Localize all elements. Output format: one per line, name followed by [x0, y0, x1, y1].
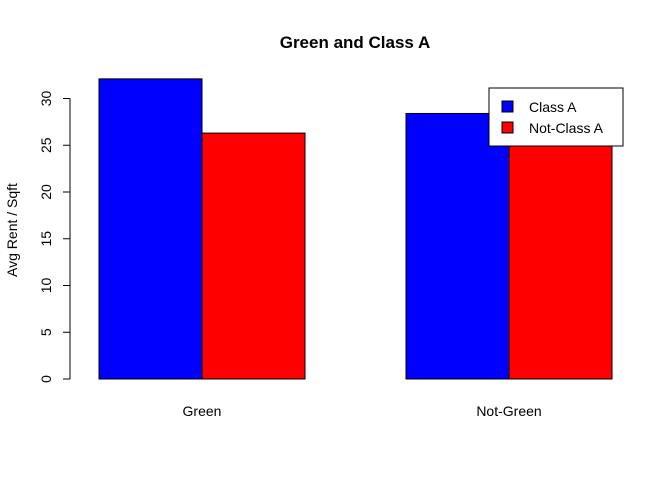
- y-tick-label: 25: [38, 137, 54, 153]
- legend-label: Not-Class A: [529, 120, 604, 136]
- bars-group: [98, 78, 613, 380]
- y-tick-label: 20: [38, 184, 54, 200]
- legend: Class A Not-Class A: [488, 87, 624, 147]
- bar-not-class-a-not-green: [508, 140, 613, 380]
- chart-title: Green and Class A: [280, 33, 431, 52]
- category-label: Not-Green: [476, 403, 541, 419]
- bar-class-a-not-green: [405, 112, 510, 380]
- y-tick-label: 10: [38, 278, 54, 294]
- legend-box: [488, 87, 624, 147]
- legend-label: Class A: [529, 99, 577, 115]
- legend-swatch: [501, 121, 514, 134]
- y-tick-label: 5: [38, 328, 54, 336]
- category-label: Green: [183, 403, 222, 419]
- bar-not-class-a-green: [201, 132, 306, 380]
- y-tick-label: 15: [38, 231, 54, 247]
- legend-swatch: [501, 100, 514, 113]
- bar-class-a-green: [98, 78, 203, 380]
- y-axis: 0 5 10 15 20 25 30: [38, 91, 71, 383]
- y-axis-label: Avg Rent / Sqft: [4, 183, 20, 277]
- category-labels: Green Not-Green: [183, 403, 542, 419]
- y-tick-label: 30: [38, 91, 54, 107]
- y-tick-label: 0: [38, 375, 54, 383]
